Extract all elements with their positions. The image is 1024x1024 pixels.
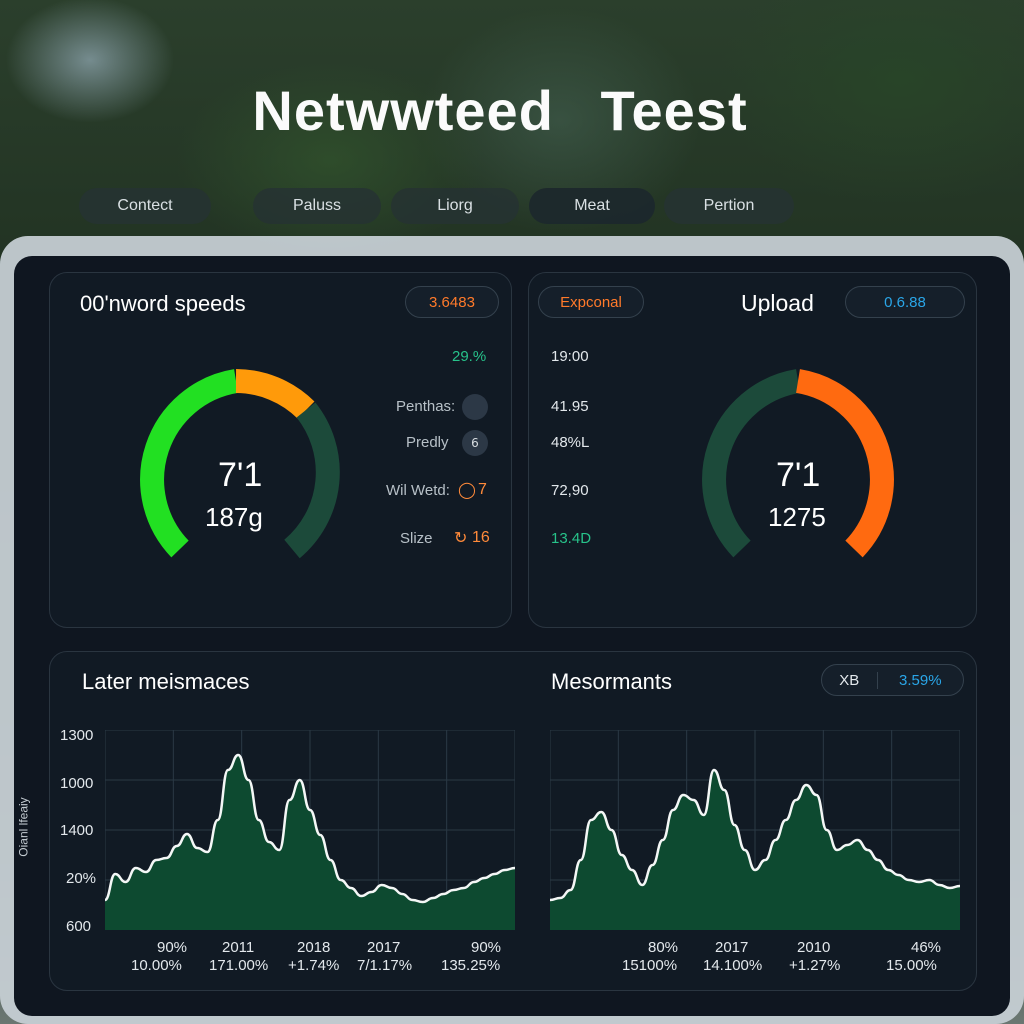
upload-gauge-subvalue: 1275 [768, 502, 826, 532]
nav-pertion[interactable]: Pertion [664, 188, 794, 224]
nav-liorg[interactable]: Liorg [391, 188, 519, 224]
y-tick-4: 20% [66, 870, 97, 887]
download-gauge-subvalue: 187g [205, 502, 263, 532]
left-chart-title: Later meismaces [82, 669, 250, 694]
download-title: 00'nword speeds [80, 291, 246, 316]
upload-badge[interactable]: 0.6.88 [845, 286, 965, 318]
predly-indicator-icon: 6 [462, 430, 488, 456]
y-tick-2: 1000 [60, 775, 94, 792]
stat-label-predly: Predly [406, 434, 449, 451]
upload-gauge-orange-arc [795, 369, 894, 558]
upload-gauge [702, 369, 894, 558]
left-x-bottom-4: 7/1.17% [357, 957, 413, 974]
left-x-top-4: 2017 [367, 939, 401, 956]
flame-icon: ◯ [458, 482, 476, 499]
right-x-bottom-1: 15100% [622, 957, 678, 974]
right-x-top-2: 2017 [715, 939, 749, 956]
left-x-top-3: 2018 [297, 939, 331, 956]
left-x-top-2: 2011 [222, 939, 255, 956]
download-gauge-green-arc [140, 369, 239, 558]
left-x-bottom-1: 10.00% [131, 957, 182, 974]
right-x-top-3: 2010 [797, 939, 831, 956]
wil-wetd-value: 7 [478, 481, 487, 498]
left-x-top-5: 90% [471, 939, 502, 956]
nav-contect[interactable]: Contect [79, 188, 211, 224]
left-x-bottom-3: +1.74% [288, 957, 340, 974]
predly-value: 6 [471, 436, 479, 450]
y-tick-1: 1300 [60, 727, 94, 744]
right-chart-area-fill [550, 770, 960, 930]
left-chart-area-fill [105, 755, 515, 930]
left-chart-series-line [105, 753, 515, 904]
y-tick-3: 1400 [60, 822, 94, 839]
right-chart-series-line [550, 768, 960, 902]
right-area-chart [550, 730, 960, 930]
left-x-bottom-2: 171.00% [209, 957, 269, 974]
penthas-indicator-icon [462, 394, 488, 420]
download-gauge-value: 7'1 [218, 456, 263, 494]
upload-value-1: 19:00 [551, 348, 589, 365]
download-badge[interactable]: 3.6483 [405, 286, 499, 318]
upload-value-2: 41.95 [551, 398, 589, 415]
left-y-axis-label: Oianl lfeaiy [16, 797, 31, 857]
charts-card [49, 651, 977, 991]
download-gauge-track [284, 402, 340, 559]
page-title: Netwwteed Teest [252, 79, 748, 142]
upload-gauge-track [702, 369, 801, 558]
upload-value-4: 72,90 [551, 482, 589, 499]
slize-value: 16 [472, 529, 490, 546]
stat-label-wil-wetd: Wil Wetd: [386, 482, 450, 499]
left-area-chart [105, 730, 515, 930]
download-gauge [140, 369, 340, 559]
upload-gauge-value: 7'1 [776, 456, 821, 494]
chart-toggle[interactable]: XB 3.59% [821, 664, 964, 696]
top-nav: Contect Paluss Liorg Meat Pertion [0, 188, 1024, 224]
left-x-bottom-5: 135.25% [441, 957, 501, 974]
left-x-top-1: 90% [157, 939, 188, 956]
right-chart-title: Mesormants [551, 669, 673, 694]
upload-title: Upload [741, 290, 814, 316]
right-x-bottom-3: +1.27% [789, 957, 841, 974]
stat-label-penthas: Penthas: [396, 398, 456, 415]
refresh-icon: ↻ [454, 530, 468, 547]
upload-value-5: 13.4D [551, 530, 592, 547]
expconal-chip[interactable]: Expconal [538, 286, 644, 318]
nav-meat[interactable]: Meat [529, 188, 655, 224]
toggle-left[interactable]: XB [822, 671, 878, 689]
right-x-bottom-4: 15.00% [886, 957, 937, 974]
right-x-bottom-2: 14.100% [703, 957, 763, 974]
upload-card [528, 272, 977, 628]
download-gauge-orange-arc [235, 369, 315, 419]
download-card [49, 272, 512, 628]
right-x-top-1: 80% [648, 939, 679, 956]
y-tick-5: 600 [66, 918, 92, 935]
upload-value-3: 48%L [551, 434, 590, 451]
nav-paluss[interactable]: Paluss [253, 188, 381, 224]
right-x-top-4: 46% [911, 939, 942, 956]
toggle-right[interactable]: 3.59% [899, 671, 942, 689]
stat-label-slize: Slize [400, 530, 433, 547]
download-percent: 29.% [452, 348, 487, 365]
